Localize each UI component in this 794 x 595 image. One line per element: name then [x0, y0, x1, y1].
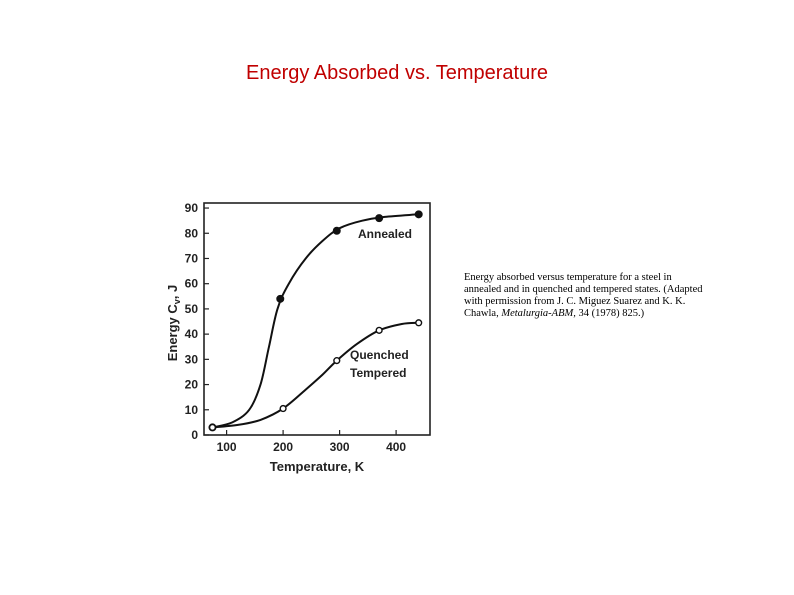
caption-reference: 34 (1978) 825.) [575, 308, 645, 319]
annealed-series-label: Annealed [358, 227, 412, 241]
y-tick-label-0: 0 [191, 428, 198, 442]
quenched-tempered-data-point-0 [208, 423, 217, 432]
y-axis-label-subscript: v [172, 299, 182, 304]
quenched-tempered-data-point-2 [333, 357, 341, 365]
quenched-tempered-data-point-4 [415, 319, 423, 327]
series-layer [208, 210, 423, 432]
y-tick-label-70: 70 [185, 251, 199, 265]
plot-frame [203, 202, 431, 436]
slide-title: Energy Absorbed vs. Temperature [245, 62, 549, 84]
energy-temperature-chart: 0 10 20 30 40 50 60 70 80 90 100 200 300 400 Annealed… [165, 201, 431, 474]
y-tick-label-60: 60 [185, 277, 199, 291]
x-tick-label-200: 200 [273, 440, 293, 454]
y-tick-label-50: 50 [185, 302, 199, 316]
x-tick-label-400: 400 [386, 440, 406, 454]
y-tick-label-10: 10 [185, 403, 199, 417]
caption-text: Energy absorbed versus temperature for a… [464, 272, 703, 319]
quenched-tempered-data-point-3 [375, 326, 383, 334]
y-tick-label-30: 30 [185, 352, 199, 366]
y-axis-label-unit: , J [165, 285, 180, 299]
annealed-data-point-2 [332, 226, 341, 235]
x-tick-label-100: 100 [217, 440, 237, 454]
annealed-data-point-3 [375, 214, 384, 223]
y-tick-label-90: 90 [185, 201, 199, 215]
x-axis-label: Temperature, K [270, 459, 365, 474]
y-tick-label-20: 20 [185, 378, 199, 392]
figure-caption: Energy absorbed versus temperature for a… [464, 272, 704, 320]
annealed-series-line [212, 213, 419, 429]
annealed-data-point-4 [414, 210, 423, 219]
quenched-series-label-line2: Tempered [350, 366, 406, 380]
quenched-series-label-line1: Quenched [350, 348, 409, 362]
x-tick-label-300: 300 [330, 440, 350, 454]
y-tick-label-40: 40 [185, 327, 199, 341]
caption-journal: Metalurgia-ABM, [501, 308, 576, 319]
quenched-tempered-series-line [212, 321, 419, 429]
quenched-tempered-data-point-1 [279, 404, 287, 413]
y-axis-label: Energy Cv, J [165, 285, 182, 362]
y-tick-label-80: 80 [185, 226, 199, 240]
y-axis-label-main: Energy C [165, 304, 180, 362]
axis-ticks: 0 10 20 30 40 50 60 70 80 90 100 200 300 400 [185, 201, 407, 454]
annealed-data-point-1 [276, 294, 285, 303]
